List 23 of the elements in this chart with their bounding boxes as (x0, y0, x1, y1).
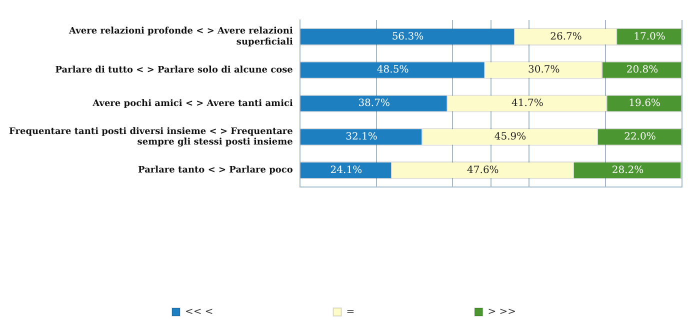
data-label: 20.8% (626, 64, 658, 76)
data-label: 41.7% (512, 98, 544, 110)
data-label: 28.2% (612, 164, 644, 176)
legend-label: << < (184, 306, 214, 318)
data-label: 19.6% (628, 98, 660, 110)
data-label: 17.0% (634, 31, 666, 42)
data-label: 38.7% (358, 98, 390, 110)
y-tick-label: Frequentare tanti posti diversi insieme < > Frequentare sempre gli stessi posti insieme (9, 126, 294, 148)
data-label: 47.6% (467, 164, 499, 176)
y-tick-label: Parlare di tutto < > Parlare solo di alcune cose (55, 65, 294, 76)
data-label: 45.9% (494, 131, 526, 142)
data-label: 30.7% (528, 64, 560, 76)
legend-label: > >> (488, 306, 516, 318)
y-tick-label: Parlare tanto < > Parlare poco (138, 166, 293, 176)
y-tick-label: Avere relazioni profonde < > Avere relazioni superficiali (68, 26, 294, 48)
data-label: 56.3% (392, 31, 424, 42)
data-label: 24.1% (330, 164, 362, 176)
data-label: 32.1% (346, 131, 378, 142)
legend-label: = (346, 306, 355, 318)
data-label: 48.5% (376, 64, 409, 76)
data-label: 22.0% (624, 131, 656, 142)
y-tick-label: Avere pochi amici < > Avere tanti amici (92, 98, 294, 109)
data-label: 26.7% (550, 31, 582, 42)
